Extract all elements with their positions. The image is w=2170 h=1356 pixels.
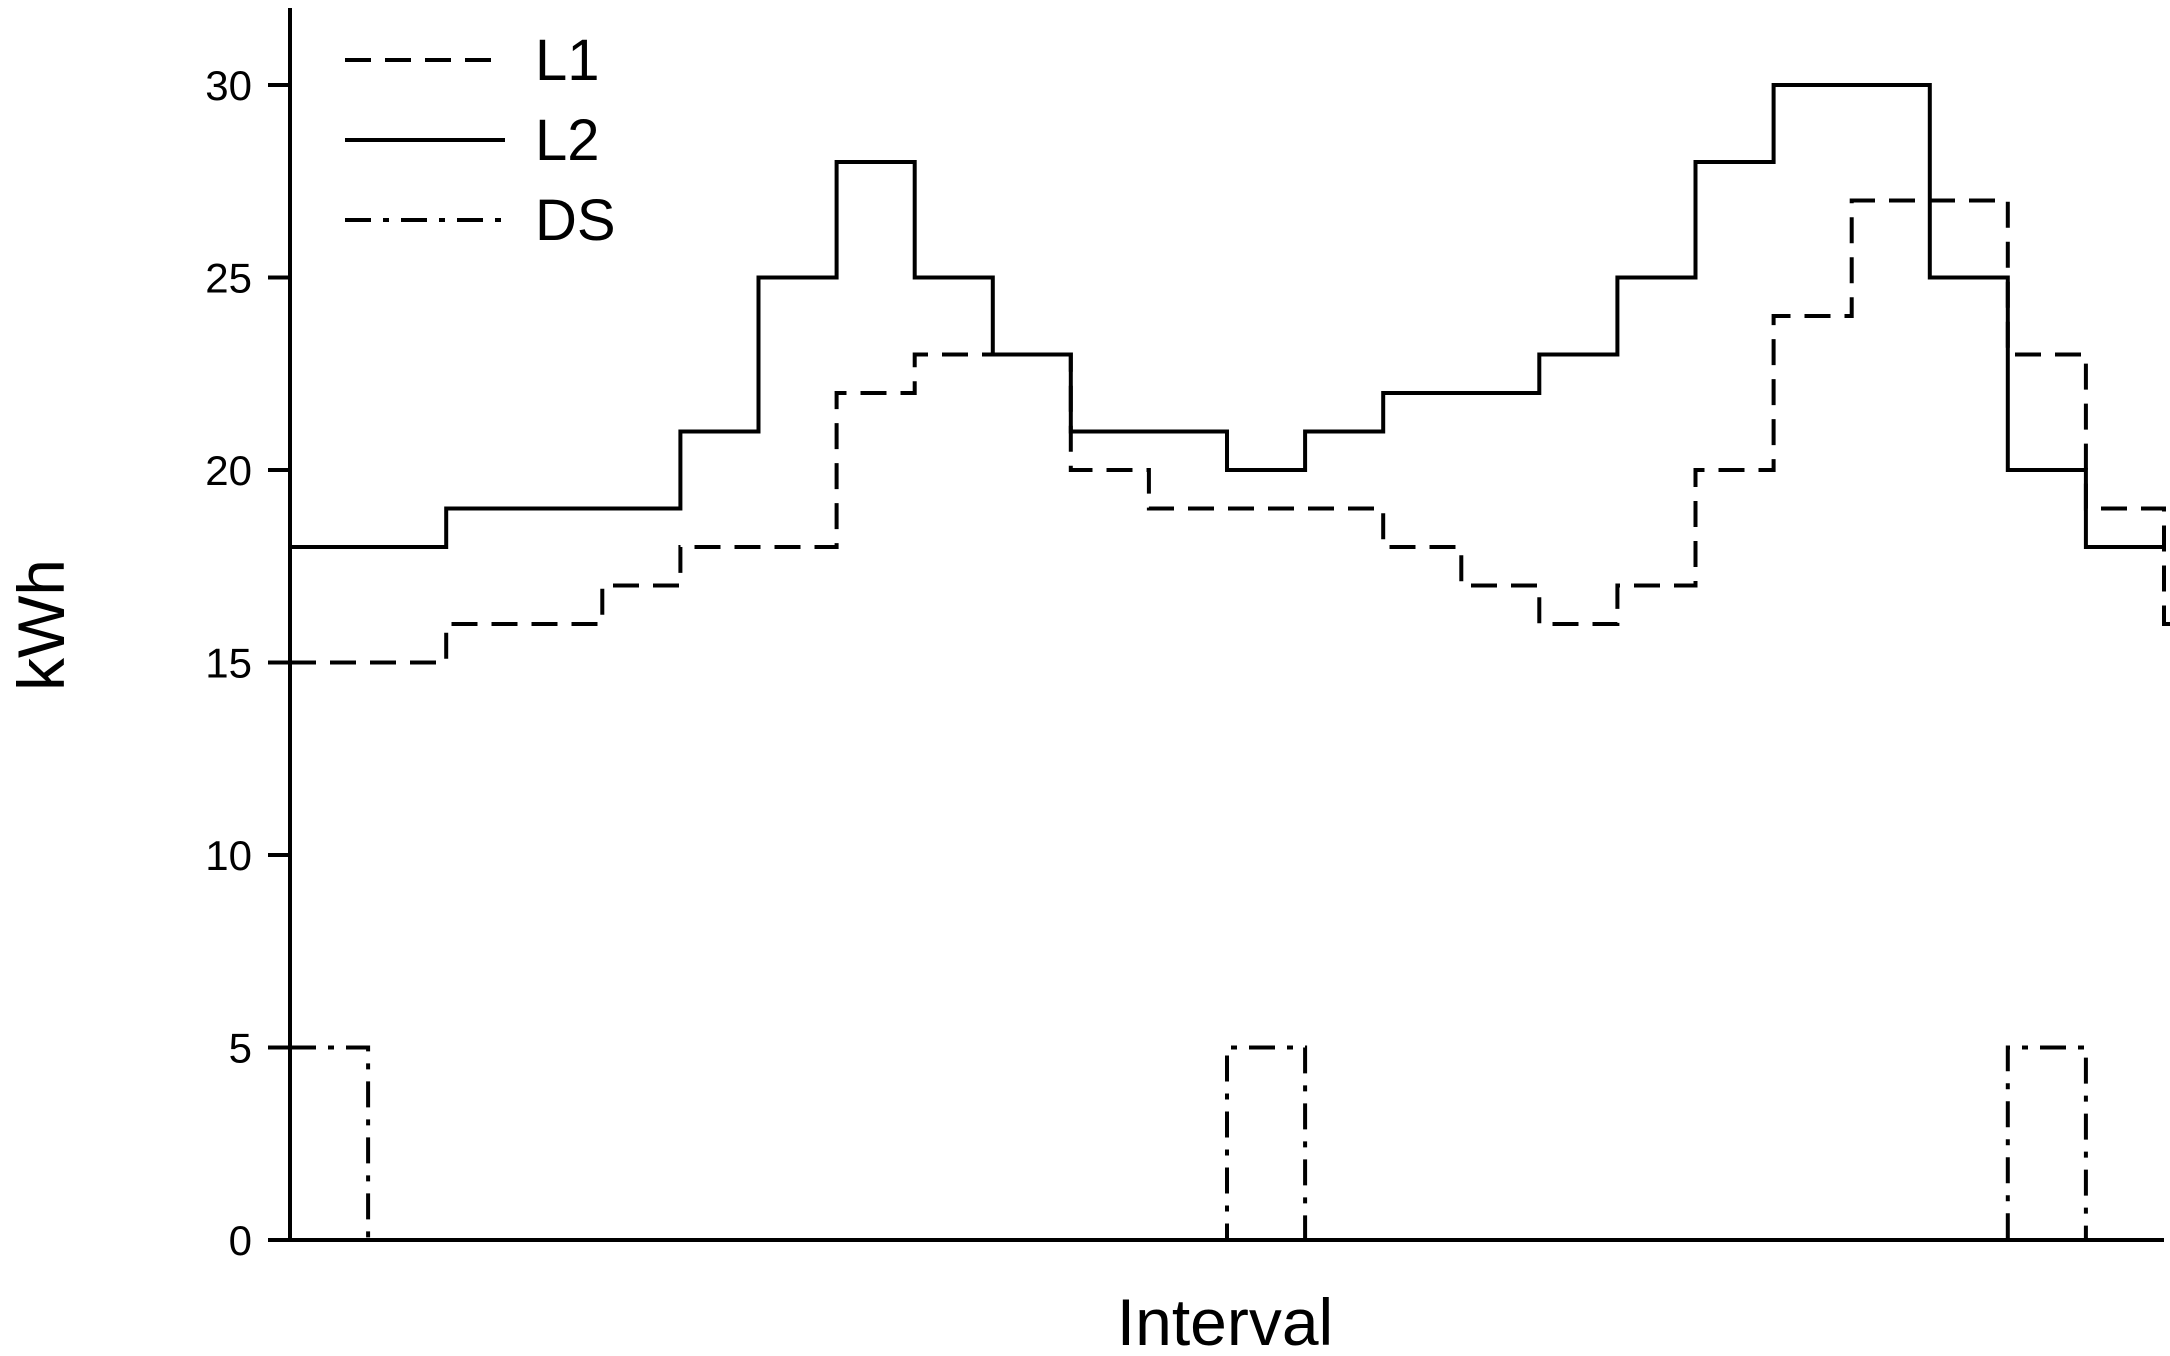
- legend-label-l1: L1: [535, 28, 600, 93]
- y-tick-label: 25: [205, 255, 252, 302]
- legend-label-ds: DS: [535, 188, 616, 253]
- legend-label-l2: L2: [535, 108, 600, 173]
- y-axis-title: kWh: [4, 559, 78, 691]
- plot-area: [290, 83, 2170, 1242]
- x-axis-title: Interval: [1117, 1285, 1333, 1356]
- legend: L1 L2 DS: [345, 28, 616, 253]
- y-tick-label: 10: [205, 832, 252, 879]
- y-tick-label: 0: [229, 1217, 252, 1264]
- axes: 0 5 10 15 20 25 30: [205, 8, 2164, 1264]
- series-line-l1: [290, 198, 2170, 665]
- y-tick-label: 30: [205, 62, 252, 109]
- y-tick-label: 20: [205, 447, 252, 494]
- y-tick-label: 5: [229, 1025, 252, 1072]
- y-tick-label: 15: [205, 640, 252, 687]
- series-line-ds: [290, 1045, 2164, 1242]
- series-line-l2: [290, 83, 2164, 549]
